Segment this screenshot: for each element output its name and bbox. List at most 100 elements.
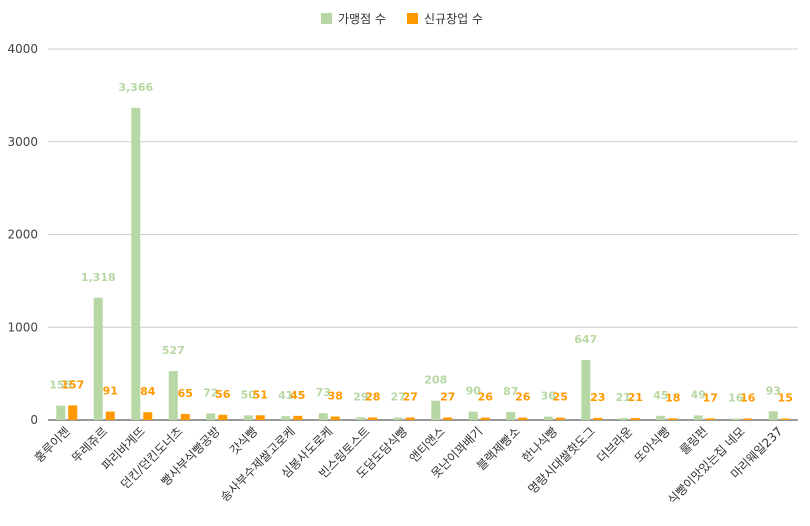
data-label-franchise-count: 72 bbox=[203, 386, 218, 399]
data-label-franchise-count: 50 bbox=[241, 388, 257, 401]
legend-swatch-new-startup-count bbox=[407, 13, 418, 24]
data-label-new-startup-count: 23 bbox=[590, 391, 605, 404]
bar-new-startup-count bbox=[293, 415, 303, 420]
bar-franchise-count bbox=[618, 418, 628, 420]
y-tick-label: 3000 bbox=[7, 135, 38, 149]
data-label-new-startup-count: 56 bbox=[215, 388, 231, 401]
bar-franchise-count bbox=[168, 371, 178, 420]
bar-new-startup-count bbox=[593, 417, 603, 420]
data-label-new-startup-count: 28 bbox=[365, 390, 380, 403]
data-label-new-startup-count: 21 bbox=[628, 391, 643, 404]
data-label-franchise-count: 155 bbox=[49, 379, 72, 392]
bar-new-startup-count bbox=[330, 416, 340, 420]
data-label-new-startup-count: 16 bbox=[740, 392, 756, 405]
data-label-franchise-count: 90 bbox=[466, 385, 482, 398]
bar-new-startup-count bbox=[180, 413, 190, 420]
bar-franchise-count bbox=[93, 297, 103, 420]
bar-new-startup-count bbox=[143, 412, 153, 420]
data-label-franchise-count: 3,366 bbox=[118, 81, 153, 94]
bar-new-startup-count bbox=[405, 417, 415, 420]
bar-franchise-count bbox=[281, 416, 291, 420]
bar-franchise-count bbox=[131, 107, 141, 420]
bar-new-startup-count bbox=[443, 417, 453, 420]
bar-franchise-count bbox=[506, 411, 516, 420]
data-label-new-startup-count: 26 bbox=[478, 391, 494, 404]
data-label-new-startup-count: 157 bbox=[61, 378, 84, 391]
bar-new-startup-count bbox=[105, 411, 115, 420]
data-label-franchise-count: 647 bbox=[574, 333, 597, 346]
bar-new-startup-count bbox=[705, 418, 715, 420]
legend-label-franchise-count: 가맹점 수 bbox=[338, 12, 386, 26]
data-label-new-startup-count: 27 bbox=[440, 390, 455, 403]
x-category-label: 룰링펀 bbox=[677, 424, 710, 457]
bar-franchise-count bbox=[693, 415, 703, 420]
data-label-franchise-count: 527 bbox=[162, 344, 185, 357]
bar-new-startup-count bbox=[218, 414, 228, 420]
data-label-new-startup-count: 65 bbox=[178, 387, 193, 400]
data-label-franchise-count: 1,318 bbox=[81, 271, 116, 284]
data-label-franchise-count: 29 bbox=[353, 390, 368, 403]
data-label-franchise-count: 41 bbox=[278, 389, 293, 402]
bar-new-startup-count bbox=[518, 417, 528, 420]
data-label-franchise-count: 36 bbox=[541, 390, 557, 403]
data-label-new-startup-count: 27 bbox=[403, 390, 418, 403]
bar-franchise-count bbox=[468, 411, 478, 420]
data-label-new-startup-count: 45 bbox=[290, 389, 305, 402]
x-category-label: 갓식빵 bbox=[227, 424, 260, 457]
bar-new-startup-count bbox=[780, 418, 790, 420]
data-label-new-startup-count: 51 bbox=[253, 388, 268, 401]
bar-new-startup-count bbox=[68, 405, 78, 420]
bar-franchise-count bbox=[543, 416, 553, 420]
bar-franchise-count bbox=[206, 413, 216, 420]
data-label-new-startup-count: 26 bbox=[515, 391, 531, 404]
y-tick-label: 0 bbox=[30, 413, 38, 427]
y-tick-label: 1000 bbox=[7, 320, 38, 334]
bar-franchise-count bbox=[768, 411, 778, 420]
gridlines bbox=[48, 48, 798, 421]
data-label-franchise-count: 73 bbox=[316, 386, 331, 399]
bar-new-startup-count bbox=[668, 418, 678, 420]
data-label-new-startup-count: 91 bbox=[103, 385, 118, 398]
bars bbox=[56, 107, 790, 420]
bar-franchise-count bbox=[318, 413, 328, 420]
x-category-label: 홍루이젠 bbox=[32, 424, 73, 465]
bar-franchise-count bbox=[243, 415, 253, 420]
x-category-label: 명랑시대쌀핫도그 bbox=[526, 424, 598, 496]
bar-franchise-count bbox=[393, 417, 403, 420]
data-label-franchise-count: 21 bbox=[616, 391, 631, 404]
legend[interactable]: 가맹점 수 신규창업 수 bbox=[321, 12, 483, 26]
data-label-franchise-count: 45 bbox=[653, 389, 668, 402]
bar-new-startup-count bbox=[255, 415, 265, 420]
data-label-new-startup-count: 17 bbox=[703, 391, 718, 404]
bar-franchise-count bbox=[581, 359, 591, 420]
data-label-new-startup-count: 38 bbox=[328, 389, 343, 402]
y-axis-ticks: 0 1000 2000 3000 4000 bbox=[7, 42, 38, 427]
bar-franchise-count bbox=[656, 415, 666, 420]
legend-swatch-franchise-count bbox=[321, 13, 332, 24]
bar-new-startup-count bbox=[743, 418, 753, 420]
data-label-franchise-count: 87 bbox=[503, 385, 518, 398]
data-label-franchise-count: 27 bbox=[391, 390, 406, 403]
bar-franchise-count bbox=[731, 418, 741, 420]
bar-new-startup-count bbox=[480, 417, 490, 420]
data-label-new-startup-count: 15 bbox=[778, 392, 793, 405]
bar-franchise-count bbox=[356, 417, 366, 420]
x-category-label: 또아식빵 bbox=[632, 424, 673, 465]
y-tick-label: 4000 bbox=[7, 42, 38, 56]
data-label-franchise-count: 49 bbox=[691, 388, 706, 401]
data-label-new-startup-count: 25 bbox=[553, 391, 568, 404]
bar-franchise-count bbox=[431, 400, 441, 420]
legend-label-new-startup-count: 신규창업 수 bbox=[424, 12, 483, 26]
bar-franchise-count bbox=[56, 405, 66, 420]
x-category-label: 더브라운 bbox=[594, 424, 635, 465]
data-label-franchise-count: 93 bbox=[766, 384, 781, 397]
data-label-new-startup-count: 18 bbox=[665, 391, 680, 404]
bar-new-startup-count bbox=[630, 418, 640, 420]
data-label-franchise-count: 208 bbox=[424, 374, 447, 387]
data-label-franchise-count: 16 bbox=[728, 392, 744, 405]
data-label-new-startup-count: 84 bbox=[140, 385, 156, 398]
y-tick-label: 2000 bbox=[7, 228, 38, 242]
